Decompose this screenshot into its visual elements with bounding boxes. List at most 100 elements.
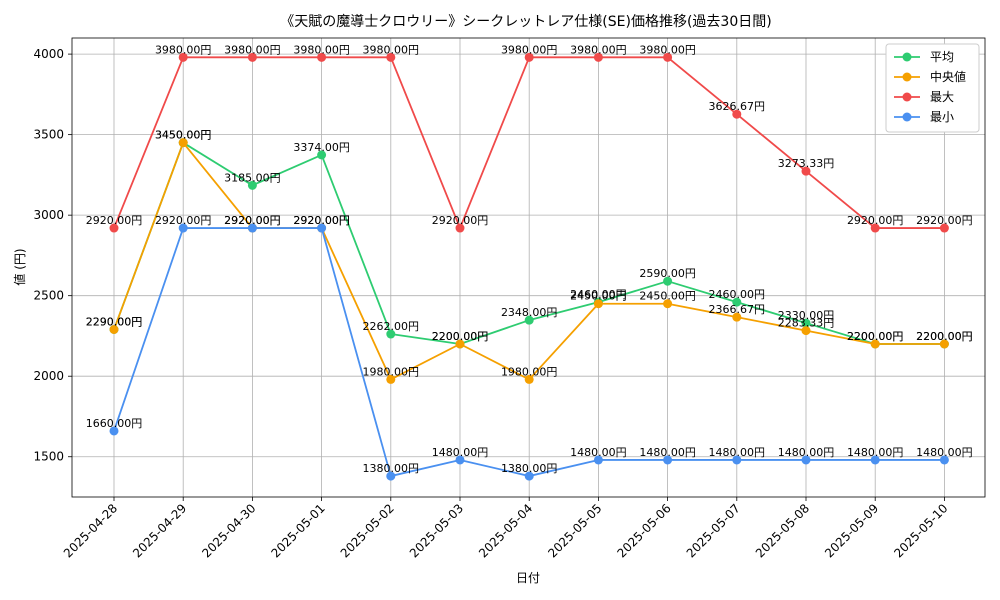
data-point — [939, 339, 949, 349]
data-label: 2920.00円 — [224, 214, 281, 227]
data-point — [247, 180, 257, 190]
y-tick-label: 2000 — [33, 369, 64, 383]
data-label: 1480.00円 — [916, 446, 973, 459]
data-point — [732, 109, 742, 119]
data-label: 2330.00円 — [778, 309, 835, 322]
x-tick-label: 2025-05-07 — [684, 501, 743, 560]
data-point — [317, 223, 327, 233]
data-point — [524, 315, 534, 325]
data-label: 2920.00円 — [432, 214, 489, 227]
data-label: 2920.00円 — [86, 214, 143, 227]
data-point — [247, 223, 257, 233]
data-labels: 2290.00円 3450.00円 3185.00円 3374.00円 2262.00円… — [86, 43, 973, 475]
x-tick-label: 2025-05-08 — [753, 501, 812, 560]
y-tick-label: 1500 — [33, 450, 64, 464]
x-tick-label: 2025-05-04 — [476, 501, 535, 560]
data-label: 1660.00円 — [86, 417, 143, 430]
data-point — [939, 223, 949, 233]
data-label: 3450.00円 — [155, 129, 212, 142]
data-point — [386, 52, 396, 62]
grid — [72, 38, 985, 497]
data-label: 1380.00円 — [501, 462, 558, 475]
legend-swatch-marker — [902, 92, 912, 102]
data-label: 3374.00円 — [293, 141, 350, 154]
x-tick-label: 2025-05-01 — [269, 501, 328, 560]
data-label: 2920.00円 — [916, 214, 973, 227]
data-point — [386, 329, 396, 339]
data-label: 1980.00円 — [363, 365, 420, 378]
y-axis: 1500 2000 2500 3000 3500 4000 — [33, 47, 72, 464]
data-point — [732, 297, 742, 307]
data-point — [593, 299, 603, 309]
data-point — [593, 52, 603, 62]
legend-swatch-marker — [902, 112, 912, 122]
data-label: 2450.00円 — [570, 290, 627, 303]
legend-swatch-marker — [902, 52, 912, 62]
x-tick-label: 2025-04-29 — [130, 501, 189, 560]
data-point — [801, 166, 811, 176]
y-tick-label: 2500 — [33, 289, 64, 303]
data-point — [386, 471, 396, 481]
data-label: 2200.00円 — [916, 330, 973, 343]
y-axis-title: 値 (円) — [12, 248, 27, 285]
plot-frame — [71, 37, 986, 498]
data-label: 2290.00円 — [86, 316, 143, 329]
data-label: 2920.00円 — [155, 214, 212, 227]
data-point — [524, 374, 534, 384]
data-point — [939, 455, 949, 465]
legend-swatch-marker — [902, 72, 912, 82]
legend-label: 最大 — [930, 90, 954, 104]
data-label: 3980.00円 — [570, 43, 627, 56]
data-label: 3626.67円 — [709, 100, 766, 113]
data-point — [870, 455, 880, 465]
data-point — [593, 455, 603, 465]
y-tick-label: 4000 — [33, 47, 64, 61]
data-point — [870, 223, 880, 233]
chart-title: 《天賦の魔導士クロウリー》シークレットレア仕様(SE)価格推移(過去30日間) — [280, 14, 771, 30]
data-label: 3980.00円 — [293, 43, 350, 56]
data-point — [524, 471, 534, 481]
x-tick-label: 2025-05-02 — [338, 501, 397, 560]
data-point — [455, 455, 465, 465]
data-label: 1380.00円 — [363, 462, 420, 475]
data-point — [455, 339, 465, 349]
data-label: 3185.00円 — [224, 171, 281, 184]
data-label: 1480.00円 — [778, 446, 835, 459]
y-tick-label: 3500 — [33, 128, 64, 142]
data-label: 1480.00円 — [709, 446, 766, 459]
data-point — [317, 150, 327, 160]
data-label: 2262.00円 — [363, 320, 420, 333]
x-tick-label: 2025-05-10 — [891, 501, 950, 560]
data-label: 2200.00円 — [432, 330, 489, 343]
x-tick-label: 2025-05-09 — [822, 501, 881, 560]
series-layer — [109, 52, 949, 481]
legend-label: 最小 — [930, 110, 954, 124]
data-label: 2460.00円 — [570, 288, 627, 301]
x-tick-label: 2025-05-06 — [615, 501, 674, 560]
x-axis-title: 日付 — [516, 571, 540, 585]
data-label: 1480.00円 — [847, 446, 904, 459]
data-point — [663, 276, 673, 286]
data-label: 2920.00円 — [293, 214, 350, 227]
data-label: 2590.00円 — [639, 267, 696, 280]
data-label: 2920.00円 — [847, 214, 904, 227]
data-label: 2200.00円 — [916, 330, 973, 343]
data-point — [663, 52, 673, 62]
data-point — [663, 455, 673, 465]
data-label: 3980.00円 — [155, 43, 212, 56]
data-point — [801, 318, 811, 328]
x-axis: 2025-04-28 2025-04-29 2025-04-30 2025-05-01… — [61, 497, 951, 560]
data-label: 2920.00円 — [224, 214, 281, 227]
data-label: 2348.00円 — [501, 306, 558, 319]
x-tick-label: 2025-05-03 — [407, 501, 466, 560]
data-label: 2283.33円 — [778, 317, 835, 330]
data-point — [109, 325, 119, 335]
data-label: 2366.67円 — [709, 303, 766, 316]
data-point — [524, 52, 534, 62]
data-point — [870, 339, 880, 349]
data-label: 1480.00円 — [639, 446, 696, 459]
data-label: 2450.00円 — [639, 290, 696, 303]
data-point — [178, 52, 188, 62]
data-point — [109, 426, 119, 436]
